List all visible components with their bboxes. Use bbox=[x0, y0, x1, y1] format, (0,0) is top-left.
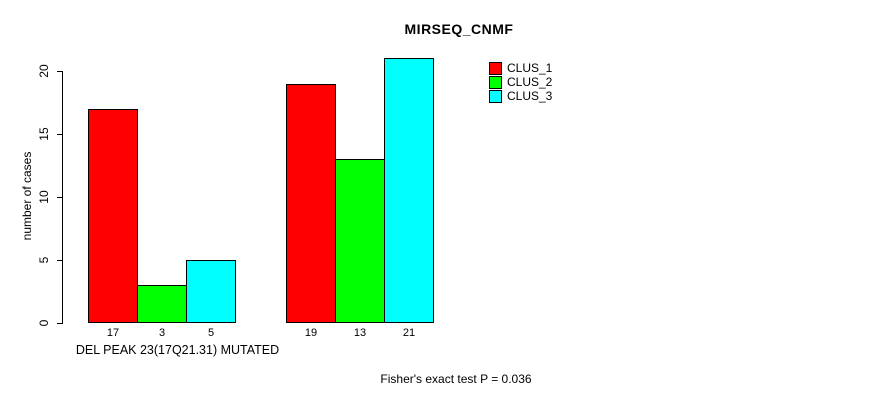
bar-value-label: 19 bbox=[304, 327, 318, 339]
bar-value-label: 13 bbox=[353, 327, 367, 339]
y-tick-label: 0 bbox=[37, 319, 51, 327]
legend-swatch-clus_2 bbox=[489, 76, 502, 90]
legend-entry-clus_2: CLUS_2 bbox=[489, 76, 552, 90]
bar-clus_3-group-1 bbox=[186, 260, 236, 323]
y-tick-label: 20 bbox=[37, 64, 51, 78]
bar-value-label: 17 bbox=[106, 327, 120, 339]
fisher-test-annotation: Fisher's exact test P = 0.036 bbox=[380, 372, 532, 386]
bar-value-label: 5 bbox=[207, 327, 215, 339]
y-tick-mark bbox=[57, 134, 62, 135]
y-tick-mark bbox=[57, 323, 62, 324]
legend-label: CLUS_3 bbox=[507, 88, 553, 103]
chart-title: MIRSEQ_CNMF bbox=[404, 21, 514, 37]
y-tick-label: 5 bbox=[37, 256, 51, 264]
y-axis-title: number of cases bbox=[20, 151, 34, 241]
legend-entry-clus_1: CLUS_1 bbox=[489, 62, 552, 76]
y-tick-label: 15 bbox=[37, 127, 51, 141]
y-tick-label: 10 bbox=[37, 190, 51, 204]
bar-clus_1-group-1 bbox=[88, 108, 138, 323]
y-tick-mark bbox=[57, 71, 62, 72]
bar-clus_1-group-2 bbox=[286, 83, 336, 323]
bar-value-label: 3 bbox=[158, 327, 166, 339]
x-axis-label: DEL PEAK 23(17Q21.31) MUTATED bbox=[75, 343, 280, 357]
y-tick-mark bbox=[57, 197, 62, 198]
bar-clus_3-group-2 bbox=[384, 58, 434, 323]
legend-entry-clus_3: CLUS_3 bbox=[489, 89, 552, 103]
legend-label: CLUS_1 bbox=[507, 61, 553, 76]
legend-swatch-clus_3 bbox=[489, 89, 502, 103]
y-axis-line bbox=[62, 71, 63, 324]
bar-clus_2-group-2 bbox=[335, 159, 385, 323]
y-tick-mark bbox=[57, 260, 62, 261]
legend: CLUS_1 CLUS_2 CLUS_3 bbox=[489, 62, 552, 103]
legend-label: CLUS_2 bbox=[507, 75, 553, 90]
bar-clus_2-group-1 bbox=[137, 285, 187, 323]
bar-value-label: 21 bbox=[402, 327, 416, 339]
legend-swatch-clus_1 bbox=[489, 62, 502, 76]
